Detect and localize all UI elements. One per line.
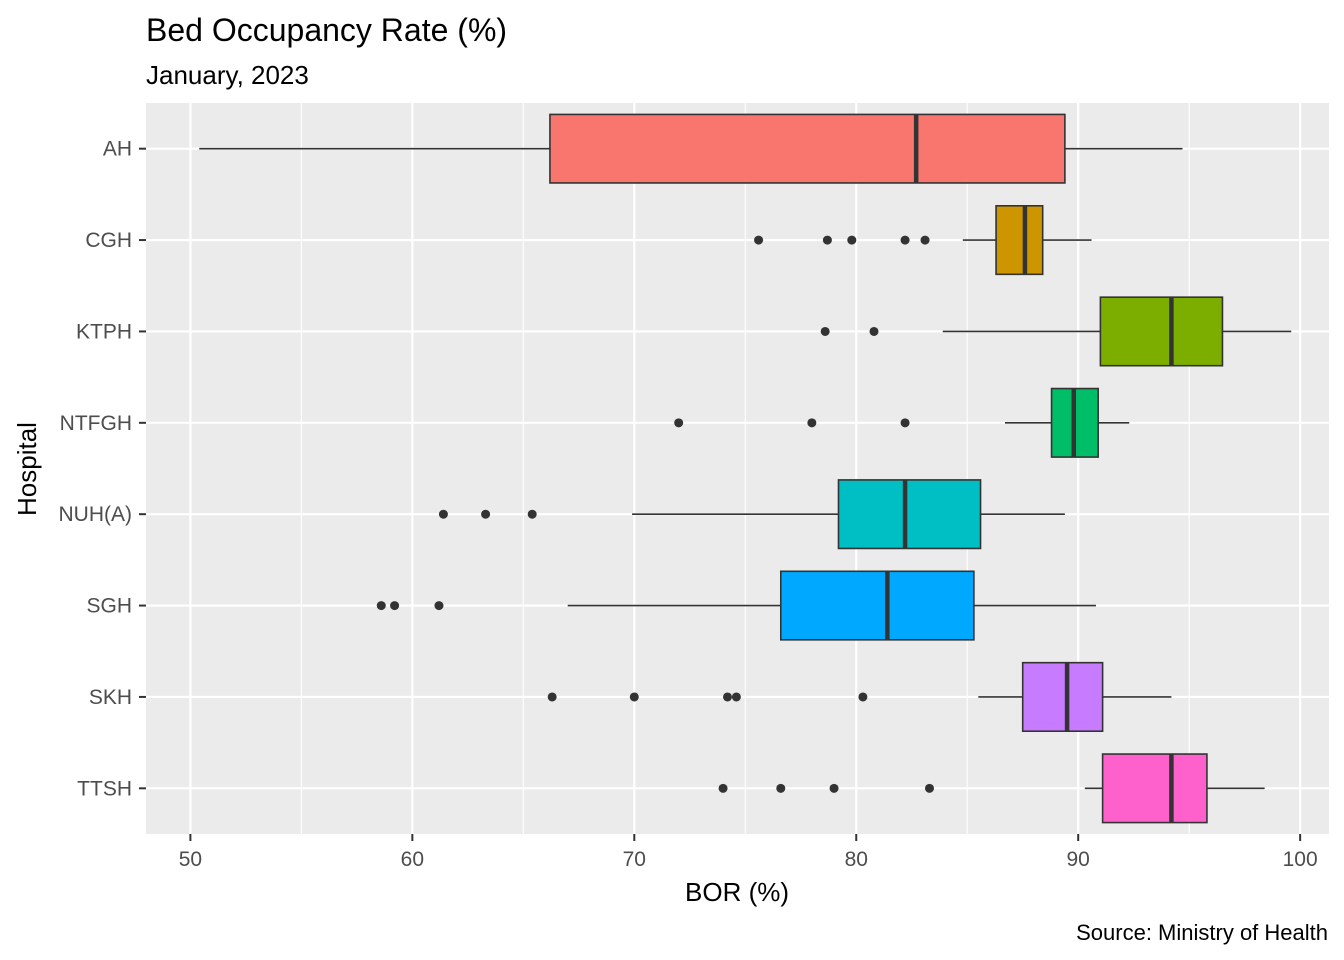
outlier-point [754, 235, 764, 245]
outlier-point [547, 692, 557, 702]
y-tick-label: AH [103, 138, 132, 161]
y-tick-label: NUH(A) [59, 503, 133, 526]
chart-title: Bed Occupancy Rate (%) [146, 12, 508, 48]
outlier-point [900, 235, 910, 245]
y-axis: AH CGH KTPH NTFGH NUH(A) SGH SKH TTSH [59, 138, 146, 800]
iqr-box [995, 204, 1044, 276]
box-ttsh [718, 753, 1265, 824]
y-tick-label: TTSH [77, 777, 132, 800]
x-axis: 50 60 70 80 90 100 [179, 834, 1318, 871]
x-tick-label: 60 [401, 848, 424, 871]
y-tick-label: KTPH [76, 320, 132, 343]
chart-subtitle: January, 2023 [146, 60, 309, 90]
x-tick-label: 100 [1283, 848, 1318, 871]
box-sgh [376, 570, 1096, 641]
iqr-box [549, 113, 1066, 184]
iqr-box [1101, 753, 1208, 824]
plot-panel [146, 103, 1329, 834]
outlier-point [829, 783, 839, 793]
box-ktph [820, 296, 1292, 367]
x-axis-title: BOR (%) [685, 877, 789, 907]
y-axis-title: Hospital [12, 422, 42, 516]
outlier-point [847, 235, 857, 245]
iqr-box [1021, 661, 1104, 733]
iqr-box [1099, 296, 1224, 367]
outlier-point [776, 783, 786, 793]
outlier-point [731, 692, 741, 702]
x-tick-label: 80 [845, 848, 868, 871]
y-tick-label: CGH [85, 229, 132, 252]
iqr-box [837, 479, 982, 550]
outlier-point [820, 326, 830, 336]
y-tick-label: SGH [86, 595, 132, 618]
outlier-point [924, 783, 934, 793]
outlier-point [481, 509, 491, 519]
outlier-point [869, 326, 879, 336]
iqr-box [779, 570, 975, 641]
outlier-point [822, 235, 832, 245]
y-tick-label: SKH [89, 686, 132, 709]
box-cgh [754, 204, 1092, 276]
outlier-point [807, 418, 817, 428]
box-skh [547, 661, 1172, 733]
x-tick-label: 90 [1067, 848, 1090, 871]
outlier-point [376, 601, 386, 611]
x-tick-label: 50 [179, 848, 202, 871]
outlier-point [527, 509, 537, 519]
outlier-point [674, 418, 684, 428]
outlier-point [390, 601, 400, 611]
outlier-point [858, 692, 868, 702]
outlier-point [718, 783, 728, 793]
outlier-point [723, 692, 733, 702]
outlier-point [434, 601, 444, 611]
box-ntfgh [674, 387, 1130, 458]
minor-gridlines [300, 103, 1190, 834]
chart-caption: Source: Ministry of Health [1076, 920, 1328, 945]
outlier-point [900, 418, 910, 428]
box-ah [199, 113, 1183, 184]
outlier-point [438, 509, 448, 519]
outlier-point [629, 692, 639, 702]
y-tick-label: NTFGH [60, 412, 132, 435]
box-nuh-a- [438, 479, 1065, 550]
outlier-point [920, 235, 930, 245]
x-tick-label: 70 [623, 848, 646, 871]
box-series [199, 113, 1292, 824]
